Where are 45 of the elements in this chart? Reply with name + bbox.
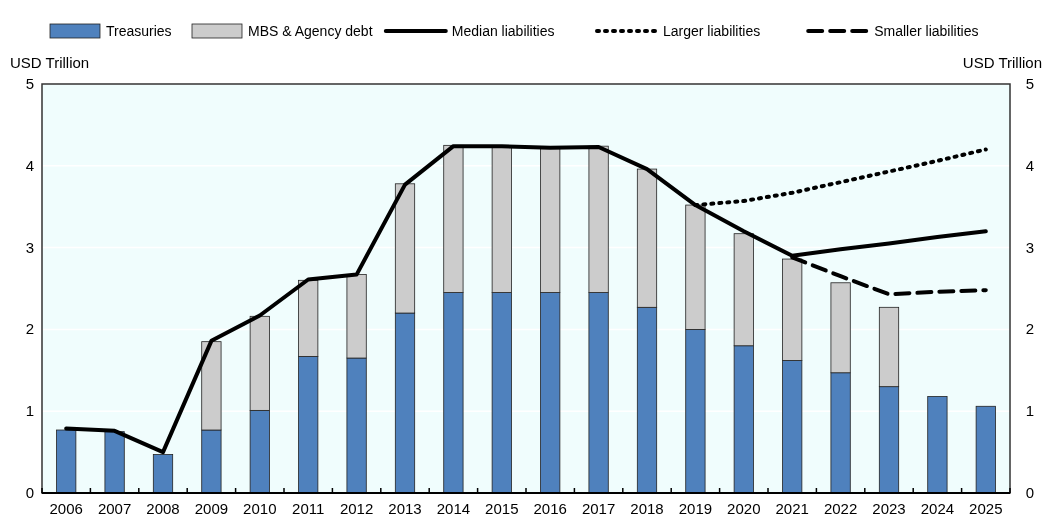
- x-tick-label: 2009: [194, 500, 229, 516]
- legend-label: Treasuries: [106, 23, 172, 39]
- y-tick-label: 0: [25, 484, 35, 501]
- x-tick-label: 2022: [823, 500, 858, 516]
- x-tick-label: 2023: [872, 500, 906, 516]
- y2-tick-label: 5: [1025, 75, 1035, 92]
- y2-tick-label: 4: [1025, 156, 1035, 174]
- bar: [152, 454, 174, 494]
- x-tick-label: 2016: [533, 500, 567, 516]
- x-tick-label: 2006: [49, 500, 83, 516]
- y2-tick-label: 0: [1025, 484, 1035, 501]
- x-tick-label: 2024: [920, 500, 955, 516]
- y2-tick-label: 1: [1025, 402, 1035, 420]
- legend-label: MBS & Agency debt: [248, 23, 373, 39]
- y-tick-label: 5: [25, 75, 35, 92]
- y-tick-label: 2: [25, 320, 35, 338]
- legend-label: Smaller liabilities: [874, 23, 979, 39]
- legend-label: Median liabilities: [451, 23, 555, 39]
- x-tick-label: 2021: [775, 500, 809, 516]
- legend-label: Larger liabilities: [663, 23, 761, 39]
- x-tick-label: 2011: [292, 500, 325, 516]
- y-axis-title: USD Trillion: [10, 54, 90, 71]
- x-tick-label: 2018: [630, 500, 664, 516]
- bar: [975, 405, 996, 494]
- y2-axis-title: USD Trillion: [962, 54, 1042, 71]
- y-tick-label: 1: [25, 402, 35, 420]
- x-tick-label: 2013: [388, 500, 422, 516]
- y2-tick-label: 2: [1025, 320, 1035, 338]
- x-tick-label: 2007: [97, 500, 132, 516]
- x-tick-label: 2008: [146, 500, 180, 516]
- y-tick-label: 3: [25, 238, 35, 256]
- x-tick-label: 2014: [436, 500, 471, 516]
- y-tick-label: 4: [25, 156, 35, 174]
- x-tick-label: 2020: [727, 500, 761, 516]
- x-tick-label: 2012: [339, 500, 374, 516]
- x-tick-label: 2010: [243, 500, 277, 516]
- x-tick-label: 2019: [678, 500, 713, 516]
- x-tick-label: 2025: [969, 500, 1003, 516]
- bar: [104, 431, 125, 494]
- x-tick-label: 2017: [581, 500, 616, 516]
- y2-tick-label: 3: [1025, 238, 1035, 256]
- line-series: [64, 144, 988, 455]
- bar: [927, 396, 948, 494]
- x-tick-label: 2015: [485, 500, 519, 516]
- bar: [56, 429, 77, 494]
